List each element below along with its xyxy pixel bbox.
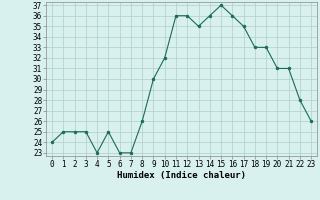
X-axis label: Humidex (Indice chaleur): Humidex (Indice chaleur) (117, 171, 246, 180)
